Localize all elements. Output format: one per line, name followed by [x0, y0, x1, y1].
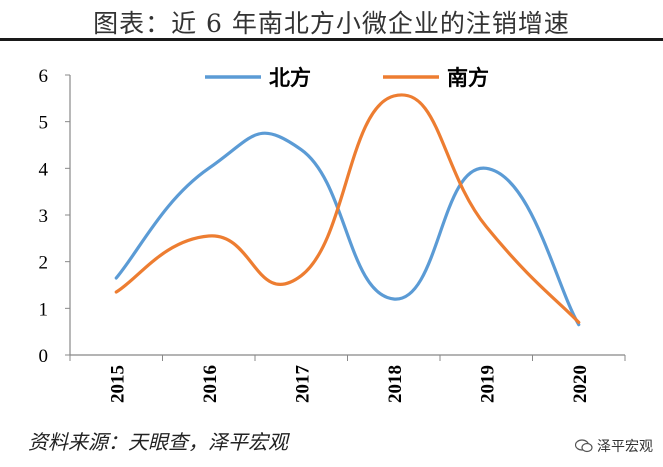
y-tick-label: 2 — [39, 253, 49, 274]
x-tick-label: 2020 — [570, 365, 591, 403]
x-tick-label: 2017 — [292, 365, 313, 404]
series-line-south — [114, 93, 581, 324]
watermark-text: 泽平宏观 — [597, 439, 653, 455]
title-rule — [0, 38, 663, 41]
y-axis-ticks: 0 1 2 3 4 5 6 — [39, 66, 70, 367]
y-tick-label: 3 — [39, 206, 49, 227]
legend-label: 南方 — [447, 66, 489, 90]
y-tick-label: 1 — [39, 299, 49, 320]
legend-label: 北方 — [269, 66, 311, 90]
chart-title: 图表：近 6 年南北方小微企业的注销增速 — [93, 9, 570, 38]
x-tick-label: 2015 — [107, 365, 128, 403]
axes — [69, 75, 625, 356]
series-line-north — [114, 131, 581, 327]
wechat-icon — [575, 439, 593, 453]
x-tick-label: 2018 — [385, 365, 406, 403]
line-chart: 0 1 2 3 4 5 6 2015 2016 2017 2018 2019 2020 北方 南方 — [39, 66, 626, 404]
x-tick-label: 2016 — [200, 365, 221, 403]
x-tick-label: 2019 — [477, 365, 498, 403]
x-axis-ticks: 2015 2016 2017 2018 2019 2020 — [69, 355, 626, 404]
y-tick-label: 6 — [39, 66, 49, 87]
legend: 北方 南方 — [205, 66, 489, 90]
y-tick-label: 5 — [39, 113, 49, 134]
watermark: 泽平宏观 — [575, 436, 653, 456]
source-note: 资料来源：天眼查，泽平宏观 — [28, 430, 288, 454]
y-tick-label: 0 — [39, 346, 49, 367]
y-tick-label: 4 — [39, 159, 49, 180]
series-lines — [114, 93, 581, 327]
